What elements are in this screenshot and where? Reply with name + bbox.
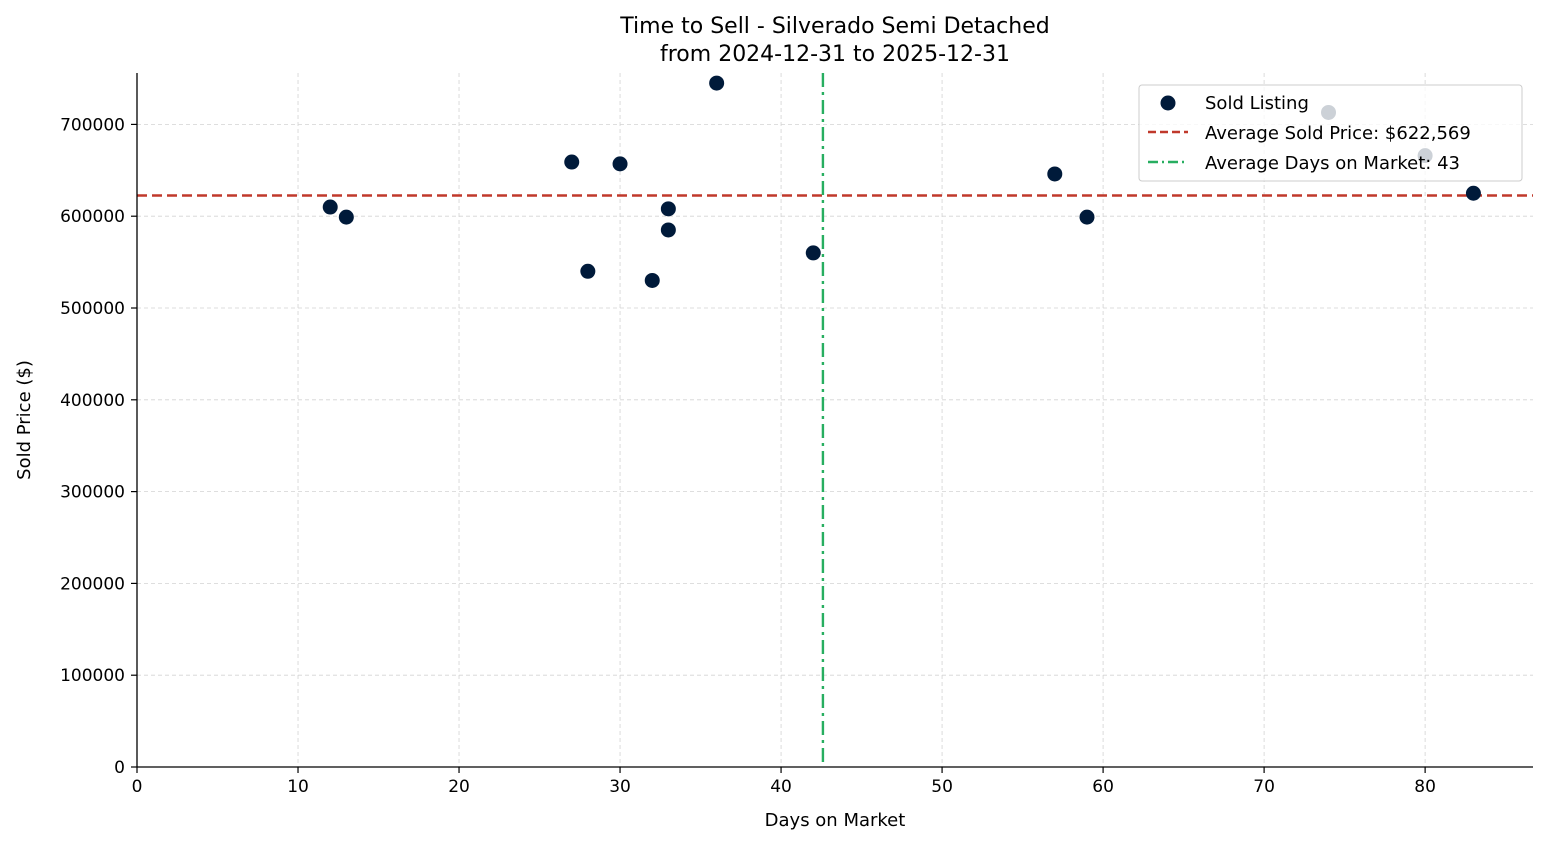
data-point [1465,185,1481,201]
legend-label-sold-listing: Sold Listing [1205,93,1309,114]
legend-label-avg-price: Average Sold Price: $622,569 [1205,123,1471,144]
x-tick-label: 10 [287,777,309,797]
x-tick-label: 50 [931,777,953,797]
data-point [805,245,821,261]
y-axis-label: Sold Price ($) [14,360,35,480]
legend-marker-sold-listing [1160,95,1176,111]
x-tick-label: 20 [448,777,470,797]
data-point [709,75,725,91]
data-point [322,199,338,215]
data-point [1047,166,1063,182]
legend: Sold Listing Average Sold Price: $622,56… [1138,84,1523,182]
data-point [580,263,596,279]
y-tick-label: 400000 [60,391,125,411]
reference-lines [137,73,1533,767]
x-axis-label: Days on Market [765,810,906,831]
y-tick-label: 700000 [60,115,125,135]
data-points [322,75,1481,288]
data-point [1079,209,1095,225]
x-tick-label: 60 [1092,777,1114,797]
axes [136,73,1533,768]
x-tick-label: 30 [609,777,631,797]
y-tick-label: 200000 [60,574,125,594]
y-tick-label: 500000 [60,299,125,319]
chart-subtitle: from 2024-12-31 to 2025-12-31 [660,42,1010,67]
data-point [338,209,354,225]
legend-label-avg-days: Average Days on Market: 43 [1205,153,1460,174]
y-tick-label: 600000 [60,207,125,227]
data-point [660,201,676,217]
ticks: 0 10 20 30 40 50 60 70 80 0 100000 200000 300000 4000… [60,115,1436,797]
y-tick-label: 0 [114,758,125,778]
y-tick-label: 100000 [60,666,125,686]
x-tick-label: 40 [770,777,792,797]
chart-title: Time to Sell - Silverado Semi Detached [619,14,1049,39]
x-tick-label: 70 [1253,777,1275,797]
y-tick-label: 300000 [60,483,125,503]
data-point [564,154,580,170]
legend-box [1138,84,1523,182]
data-point [660,222,676,238]
x-tick-label: 0 [132,777,143,797]
data-point [644,272,660,288]
x-tick-label: 80 [1414,777,1436,797]
data-point [612,156,628,172]
